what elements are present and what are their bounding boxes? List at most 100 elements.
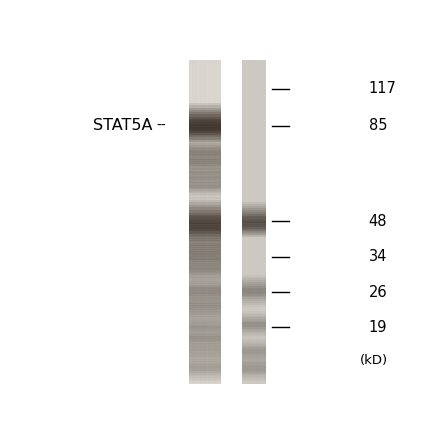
- Bar: [189, 249, 221, 264]
- Bar: [189, 112, 221, 133]
- Bar: [189, 297, 221, 318]
- Bar: [189, 334, 221, 342]
- Bar: [189, 243, 221, 270]
- Bar: [189, 121, 221, 141]
- Bar: [189, 358, 221, 380]
- Bar: [189, 108, 221, 138]
- Bar: [189, 127, 221, 135]
- Bar: [242, 344, 267, 359]
- Bar: [189, 134, 221, 165]
- Bar: [189, 229, 221, 257]
- Bar: [189, 295, 221, 320]
- Bar: [189, 147, 221, 153]
- Bar: [189, 281, 221, 300]
- Bar: [189, 285, 221, 296]
- Bar: [242, 286, 267, 295]
- Bar: [189, 263, 221, 278]
- Bar: [242, 338, 267, 366]
- Bar: [242, 321, 267, 329]
- Bar: [189, 318, 221, 331]
- Bar: [189, 181, 221, 193]
- Bar: [242, 318, 267, 332]
- Bar: [189, 366, 221, 371]
- Bar: [189, 316, 221, 333]
- Bar: [189, 60, 221, 384]
- Bar: [189, 299, 221, 317]
- Bar: [242, 219, 267, 235]
- Bar: [242, 278, 267, 303]
- Bar: [242, 212, 267, 227]
- Bar: [189, 238, 221, 248]
- Bar: [242, 275, 267, 306]
- Bar: [189, 114, 221, 131]
- Bar: [242, 341, 267, 363]
- Bar: [189, 364, 221, 373]
- Bar: [242, 220, 267, 234]
- Bar: [189, 185, 221, 189]
- Bar: [242, 358, 267, 380]
- Bar: [189, 161, 221, 189]
- Bar: [242, 60, 267, 384]
- Text: 85: 85: [369, 119, 387, 134]
- Bar: [189, 231, 221, 255]
- Bar: [189, 277, 221, 304]
- Bar: [189, 273, 221, 308]
- Bar: [189, 213, 221, 226]
- Bar: [189, 345, 221, 359]
- Bar: [189, 164, 221, 186]
- Bar: [242, 348, 267, 356]
- Bar: [189, 336, 221, 368]
- Bar: [189, 320, 221, 329]
- Bar: [242, 349, 267, 355]
- Bar: [242, 365, 267, 373]
- Text: (kD): (kD): [360, 354, 389, 367]
- Bar: [242, 313, 267, 336]
- Bar: [189, 287, 221, 294]
- Bar: [189, 105, 221, 140]
- Bar: [242, 363, 267, 374]
- Bar: [242, 346, 267, 358]
- Bar: [242, 216, 267, 237]
- Bar: [189, 143, 221, 157]
- Bar: [189, 179, 221, 194]
- Bar: [189, 305, 221, 310]
- Bar: [189, 338, 221, 366]
- Bar: [189, 233, 221, 254]
- Bar: [242, 359, 267, 378]
- Bar: [189, 159, 221, 164]
- Bar: [189, 157, 221, 166]
- Bar: [189, 182, 221, 192]
- Bar: [189, 215, 221, 224]
- Bar: [189, 349, 221, 355]
- Bar: [189, 168, 221, 183]
- Bar: [189, 283, 221, 298]
- Text: 34: 34: [369, 249, 387, 264]
- Bar: [242, 208, 267, 231]
- Bar: [189, 253, 221, 260]
- Bar: [189, 197, 221, 241]
- Bar: [189, 312, 221, 337]
- Bar: [242, 225, 267, 229]
- Bar: [189, 216, 221, 242]
- Bar: [189, 217, 221, 240]
- Bar: [242, 311, 267, 338]
- Bar: [242, 214, 267, 225]
- Bar: [189, 210, 221, 228]
- Bar: [242, 221, 267, 232]
- Text: STAT5A: STAT5A: [92, 119, 152, 134]
- Bar: [189, 220, 221, 237]
- Bar: [189, 227, 221, 259]
- Bar: [242, 322, 267, 327]
- Bar: [189, 300, 221, 315]
- Bar: [189, 293, 221, 322]
- Bar: [189, 347, 221, 357]
- Bar: [242, 319, 267, 330]
- Bar: [242, 206, 267, 233]
- Bar: [189, 340, 221, 364]
- Bar: [189, 154, 221, 169]
- Bar: [189, 145, 221, 155]
- Bar: [189, 166, 221, 184]
- Bar: [242, 202, 267, 237]
- Bar: [189, 331, 221, 345]
- Bar: [189, 200, 221, 239]
